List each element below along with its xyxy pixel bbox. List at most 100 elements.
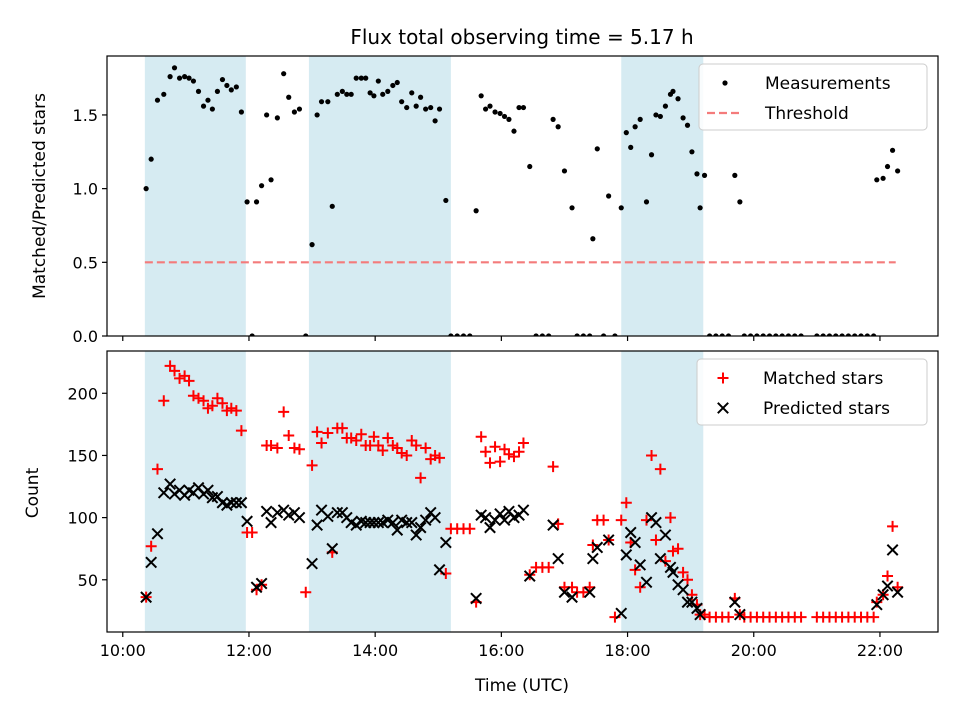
- data-point: [590, 236, 596, 242]
- data-point: [186, 75, 192, 81]
- data-point: [501, 113, 508, 120]
- data-point: [325, 99, 331, 105]
- data-point: [300, 586, 312, 598]
- data-point: [646, 449, 658, 461]
- data-point: [598, 514, 610, 526]
- data-point: [306, 557, 318, 570]
- data-point: [539, 333, 545, 336]
- data-point: [479, 511, 492, 524]
- data-point: [434, 452, 446, 464]
- data-point: [858, 333, 864, 336]
- data-point: [467, 333, 473, 336]
- data-point: [291, 109, 298, 115]
- data-point: [547, 461, 559, 473]
- data-point: [480, 446, 492, 458]
- data-point: [691, 602, 703, 615]
- data-point: [306, 459, 318, 471]
- data-point: [494, 456, 506, 468]
- data-point: [773, 333, 779, 336]
- data-point: [569, 205, 575, 211]
- data-point: [211, 392, 223, 404]
- data-point: [583, 586, 596, 599]
- data-point: [235, 496, 248, 509]
- data-point: [274, 115, 280, 121]
- data-point: [833, 333, 839, 336]
- data-point: [615, 607, 628, 620]
- data-point: [664, 512, 676, 524]
- data-point: [288, 442, 300, 454]
- legend-label: Predicted stars: [763, 399, 890, 419]
- data-point: [484, 457, 496, 469]
- data-point: [839, 333, 845, 336]
- observing-window-2: [308, 351, 451, 632]
- x-tick-label: 10:00: [100, 641, 146, 660]
- data-point: [587, 539, 599, 551]
- data-point: [404, 104, 410, 111]
- data-point: [385, 88, 391, 94]
- x-tick-label: 18:00: [605, 641, 651, 660]
- data-point: [318, 99, 325, 105]
- data-point: [546, 333, 552, 336]
- data-point: [843, 637, 853, 647]
- data-point: [375, 78, 381, 84]
- data-point: [303, 333, 309, 336]
- legend-box: [698, 63, 928, 131]
- data-point: [446, 637, 456, 647]
- data-point: [520, 104, 527, 111]
- y-tick-label: 150: [67, 446, 98, 465]
- data-point: [723, 611, 735, 623]
- data-point: [433, 563, 446, 576]
- data-point: [209, 106, 215, 112]
- data-point: [176, 75, 183, 81]
- data-point: [281, 71, 287, 77]
- data-point: [796, 637, 806, 647]
- data-point: [164, 478, 177, 490]
- data-point: [336, 422, 348, 434]
- data-point: [506, 116, 512, 122]
- data-point: [443, 197, 449, 204]
- data-point: [814, 333, 820, 336]
- x-tick-label: 20:00: [731, 641, 777, 660]
- observing-window-1: [144, 56, 246, 336]
- data-point: [887, 520, 899, 532]
- data-point: [460, 333, 467, 336]
- data-point: [766, 333, 773, 336]
- data-point: [574, 333, 580, 336]
- data-point: [283, 430, 295, 442]
- data-point: [396, 447, 408, 459]
- data-point: [202, 484, 214, 497]
- top-y-axis-label: Matched/Predicted stars: [30, 93, 50, 299]
- data-point: [219, 76, 226, 83]
- data-point: [882, 570, 894, 582]
- legend-marker: [722, 80, 728, 86]
- data-point: [650, 534, 662, 546]
- data-point: [600, 333, 607, 336]
- data-point: [321, 510, 334, 523]
- data-point: [228, 87, 234, 93]
- data-point: [399, 99, 405, 105]
- x-tick-label: 12:00: [226, 641, 272, 660]
- data-point: [322, 427, 334, 439]
- data-point: [345, 432, 357, 444]
- data-point: [594, 146, 600, 152]
- data-point: [719, 333, 725, 336]
- data-point: [241, 515, 253, 528]
- data-point: [711, 637, 721, 647]
- data-point: [503, 448, 515, 460]
- data-point: [533, 333, 539, 336]
- data-point: [602, 534, 615, 546]
- data-point: [473, 208, 479, 214]
- data-point: [244, 199, 250, 205]
- data-point: [550, 116, 556, 122]
- data-point: [331, 506, 344, 519]
- data-point: [779, 333, 785, 336]
- data-point: [681, 596, 694, 609]
- data-point: [675, 96, 681, 102]
- data-point: [363, 75, 369, 81]
- data-point: [206, 400, 218, 412]
- data-point: [230, 496, 243, 509]
- data-point: [874, 177, 880, 183]
- data-point: [783, 637, 793, 647]
- data-point: [694, 608, 707, 621]
- data-point: [413, 103, 419, 109]
